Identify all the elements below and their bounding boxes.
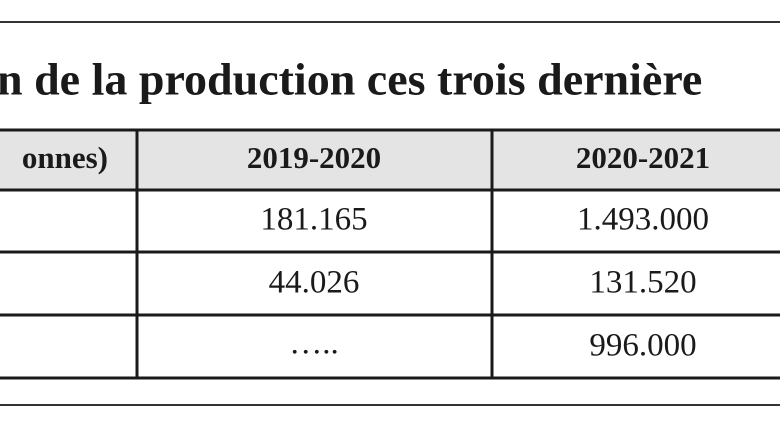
cell: ….. bbox=[289, 326, 339, 362]
header-cell: 2020-2021 bbox=[576, 140, 710, 175]
title: n de la production ces trois dernière bbox=[0, 54, 702, 105]
cell: 996.000 bbox=[589, 328, 696, 364]
table-grid bbox=[0, 128, 780, 380]
cell: 1.493.000 bbox=[577, 202, 709, 238]
header-cell: 2019-2020 bbox=[247, 140, 381, 175]
cell: 181.165 bbox=[260, 202, 367, 238]
cell: 44.026 bbox=[269, 265, 360, 301]
header-cell: onnes) bbox=[22, 140, 108, 175]
cell: 131.520 bbox=[589, 265, 696, 301]
header-fill bbox=[0, 130, 780, 190]
